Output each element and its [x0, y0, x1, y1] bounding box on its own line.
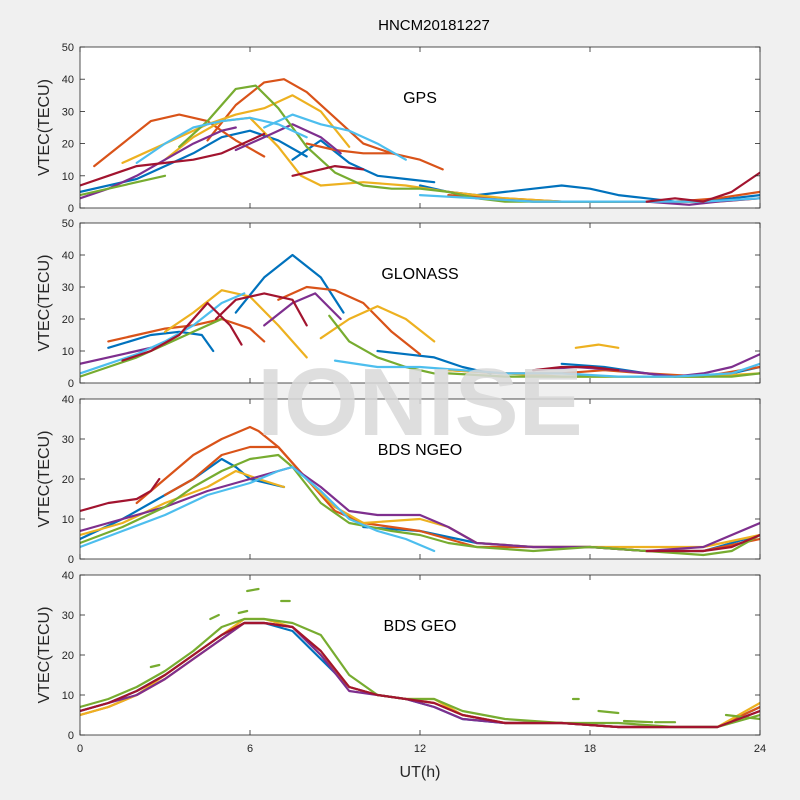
y-tick-label: 20	[62, 650, 74, 662]
series-line	[574, 343, 620, 349]
y-tick-label: 40	[62, 394, 74, 406]
y-tick-label: 10	[62, 514, 74, 526]
series-line	[263, 292, 342, 327]
y-tick-label: 0	[68, 730, 74, 742]
panel-glonass: 0 10 20 30 40 50 VTEC(TECU) GLONASS	[36, 218, 761, 390]
series-line	[80, 129, 308, 193]
series-line	[328, 314, 436, 375]
y-tick-label: 10	[62, 346, 74, 358]
series-line	[149, 663, 161, 669]
y-tick-label: 50	[62, 42, 74, 54]
series-line	[93, 113, 266, 168]
series-line	[214, 292, 308, 327]
y-tick-label: 20	[62, 474, 74, 486]
y-tick-label: 30	[62, 434, 74, 446]
series-line	[163, 289, 308, 359]
series-line	[645, 171, 760, 203]
watermark-text: IONISE	[257, 349, 582, 456]
y-tick-label: 0	[68, 554, 74, 566]
series-line	[80, 292, 246, 375]
y-axis-label: VTEC(TECU)	[36, 607, 53, 704]
y-tick-label: 0	[68, 378, 74, 390]
x-tick-label: 0	[77, 743, 83, 755]
series-line	[277, 285, 422, 356]
series-line	[246, 587, 260, 593]
y-tick-label: 30	[62, 610, 74, 622]
series-group	[80, 425, 760, 557]
panel-bds-geo: 0 10 20 30 40 0 6 12 18 24 VTEC(TECU) BDS GEO	[36, 570, 766, 755]
y-tick-label: 30	[62, 282, 74, 294]
panel-label: GLONASS	[381, 266, 458, 283]
series-line	[597, 709, 620, 715]
y-tick-label: 40	[62, 570, 74, 582]
series-line	[80, 174, 167, 197]
series-group	[80, 78, 760, 206]
y-tick-label: 50	[62, 218, 74, 230]
y-tick-label: 40	[62, 250, 74, 262]
series-line	[80, 617, 760, 729]
y-tick-label: 20	[62, 314, 74, 326]
series-line	[532, 365, 620, 372]
series-line	[237, 609, 249, 615]
panel-bds-ngeo: 0 10 20 30 40 VTEC(TECU) BDS NGEO	[36, 394, 761, 566]
series-line	[645, 533, 760, 553]
series-line	[209, 613, 220, 621]
series-line	[291, 165, 365, 177]
series-line	[80, 621, 760, 729]
series-line	[121, 301, 243, 362]
panel-label: GPS	[403, 90, 437, 107]
series-line	[263, 113, 407, 161]
series-line	[206, 78, 393, 155]
panel-label: BDS NGEO	[378, 442, 462, 459]
y-tick-label: 30	[62, 106, 74, 118]
series-group	[80, 587, 760, 729]
series-line	[319, 305, 436, 343]
plot-area	[80, 47, 760, 208]
x-tick-label: 6	[247, 743, 253, 755]
panel-gps: 0 10 20 30 40 50 VTEC(TECU) GPS	[36, 42, 761, 215]
plot-area	[80, 575, 760, 735]
series-line	[80, 132, 266, 187]
x-axis-label: UT(h)	[400, 764, 441, 781]
series-line	[333, 359, 760, 378]
figure-title: HNCM20181227	[378, 17, 490, 34]
y-axis-label: VTEC(TECU)	[36, 431, 53, 528]
series-line	[107, 330, 215, 353]
series-line	[622, 719, 654, 724]
y-tick-label: 0	[68, 203, 74, 215]
y-axis-label: VTEC(TECU)	[36, 79, 53, 176]
x-tick-label: 12	[414, 743, 426, 755]
series-line	[234, 123, 342, 155]
y-tick-label: 10	[62, 690, 74, 702]
x-tick-label: 24	[754, 743, 766, 755]
series-line	[135, 116, 308, 164]
y-tick-label: 40	[62, 74, 74, 86]
series-line	[80, 457, 286, 541]
series-group	[80, 253, 760, 378]
y-axis-label: VTEC(TECU)	[36, 255, 53, 352]
panel-label: BDS GEO	[384, 618, 457, 635]
y-tick-label: 10	[62, 171, 74, 183]
x-tick-label: 18	[584, 743, 596, 755]
y-tick-label: 20	[62, 139, 74, 151]
series-line	[305, 142, 444, 171]
series-line	[80, 477, 161, 513]
series-line	[376, 349, 492, 375]
series-line	[80, 465, 436, 553]
